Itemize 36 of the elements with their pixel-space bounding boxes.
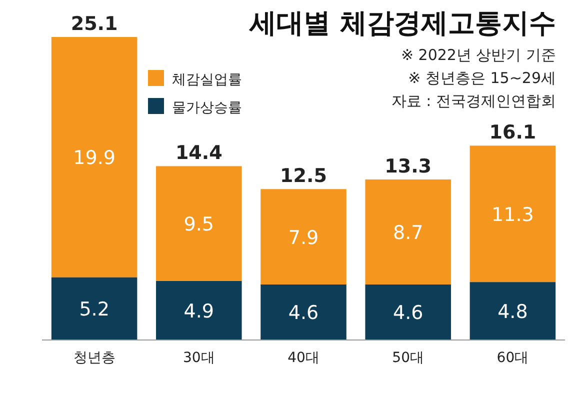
bar bbox=[260, 284, 346, 340]
data-label: 4.8 bbox=[498, 301, 528, 324]
data-label: 9.5 bbox=[184, 214, 214, 236]
annotation: ※ 2022년 상반기 기준 bbox=[400, 46, 556, 64]
total-label: 16.1 bbox=[489, 122, 536, 144]
legend-label: 물가상승률 bbox=[172, 100, 242, 116]
bar bbox=[156, 166, 242, 281]
total-label: 13.3 bbox=[384, 155, 432, 178]
data-label: 7.9 bbox=[288, 226, 319, 249]
x-tick-label: 40대 bbox=[288, 350, 320, 366]
x-tick-label: 30대 bbox=[182, 350, 215, 366]
data-label: 5.2 bbox=[79, 298, 110, 321]
total-label: 25.1 bbox=[70, 13, 118, 35]
data-label: 4.6 bbox=[288, 302, 319, 324]
bar bbox=[365, 179, 451, 284]
total-label: 14.4 bbox=[175, 142, 222, 164]
data-label: 19.9 bbox=[73, 147, 116, 170]
chart-title: 세대별 체감경제고통지수 bbox=[248, 8, 556, 39]
legend-label: 체감실업률 bbox=[172, 72, 242, 88]
bar bbox=[470, 282, 556, 340]
x-tick-label: 50대 bbox=[392, 350, 424, 366]
bar bbox=[260, 189, 346, 284]
data-label: 8.7 bbox=[392, 222, 424, 244]
bar bbox=[51, 277, 138, 340]
data-label: 4.6 bbox=[392, 302, 424, 324]
bar bbox=[470, 146, 556, 282]
annotation: 자료 : 전국경제인연합회 bbox=[391, 92, 556, 110]
data-label: 11.3 bbox=[492, 204, 534, 226]
x-tick-label: 60대 bbox=[496, 350, 529, 366]
bar bbox=[156, 280, 242, 340]
total-label: 12.5 bbox=[280, 165, 327, 188]
bar bbox=[51, 37, 138, 278]
annotation: ※ 청년층은 15~29세 bbox=[408, 69, 556, 87]
data-label: 4.9 bbox=[184, 300, 214, 322]
x-tick-label: 청년층 bbox=[73, 350, 116, 366]
bar bbox=[365, 284, 451, 340]
